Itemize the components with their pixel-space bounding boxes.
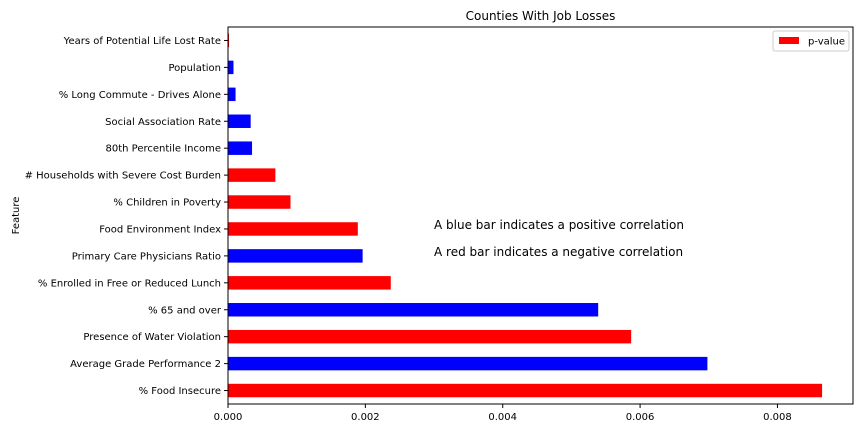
bar [228,33,230,48]
bar [228,87,236,102]
x-tick-label: 0.004 [488,412,517,423]
bars-group [228,33,823,398]
bar [228,383,823,398]
y-tick-label: Social Association Rate [105,117,221,128]
legend-swatch [779,37,799,44]
y-tick-label: Primary Care Physicians Ratio [72,251,221,262]
bar [228,276,391,290]
x-tick-label: 0.008 [763,412,792,423]
y-tick-label: Average Grade Performance 2 [70,359,221,370]
bar [228,303,599,317]
legend-label: p-value [808,37,845,48]
y-tick-label: % Food Insecure [139,386,221,397]
y-tick-label: % Enrolled in Free or Reduced Lunch [38,278,221,289]
y-tick-label: # Households with Severe Cost Burden [25,171,221,182]
bar [228,222,358,236]
y-tick-label: Population [168,63,221,74]
y-tick-label: Food Environment Index [99,224,221,235]
bar [228,329,632,344]
legend-box [772,30,850,52]
annotation-negative: A red bar indicates a negative correlati… [434,245,683,259]
bar [228,168,276,182]
y-tick-label: % 65 and over [148,305,222,316]
y-tick-labels: % Food Insecure Average Grade Performance… [25,36,228,397]
y-tick-label: Presence of Water Violation [83,332,221,343]
y-tick-label: % Long Commute - Drives Alone [59,90,221,101]
chart-title: Counties With Job Losses [466,9,616,23]
x-tick-label: 0.002 [351,412,380,423]
y-tick-label: % Children in Poverty [113,198,221,209]
y-tick-label: Years of Potential Life Lost Rate [63,36,221,47]
bar [228,356,708,371]
bar [228,60,234,75]
legend: p-value [772,30,850,52]
bar [228,249,363,263]
y-axis-label: Feature [11,197,22,235]
bar [228,114,251,128]
bar [228,141,253,155]
x-tick-label: 0.000 [214,412,243,423]
x-tick-label: 0.006 [626,412,655,423]
y-tick-label: 80th Percentile Income [106,144,221,155]
bar [228,195,291,209]
plot-frame [227,26,854,405]
annotation-positive: A blue bar indicates a positive correlat… [434,218,684,232]
x-axis-ticks: 0.000 0.002 0.004 0.006 0.008 [214,404,792,423]
